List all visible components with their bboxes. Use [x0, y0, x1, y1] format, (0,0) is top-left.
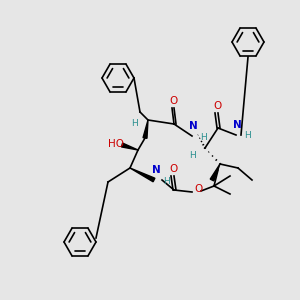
- Polygon shape: [122, 143, 138, 150]
- Polygon shape: [143, 120, 148, 138]
- Text: O: O: [213, 101, 221, 111]
- Text: HO: HO: [108, 139, 124, 149]
- Text: O: O: [194, 184, 202, 194]
- Text: H: H: [163, 178, 170, 187]
- Text: N: N: [152, 165, 160, 175]
- Text: H: H: [200, 133, 207, 142]
- Text: O: O: [169, 164, 177, 174]
- Text: N: N: [232, 120, 242, 130]
- Text: H: H: [130, 119, 137, 128]
- Text: H: H: [244, 131, 251, 140]
- Text: H: H: [190, 152, 196, 160]
- Text: O: O: [169, 96, 177, 106]
- Polygon shape: [210, 164, 220, 181]
- Polygon shape: [130, 168, 155, 182]
- Text: N: N: [189, 121, 197, 131]
